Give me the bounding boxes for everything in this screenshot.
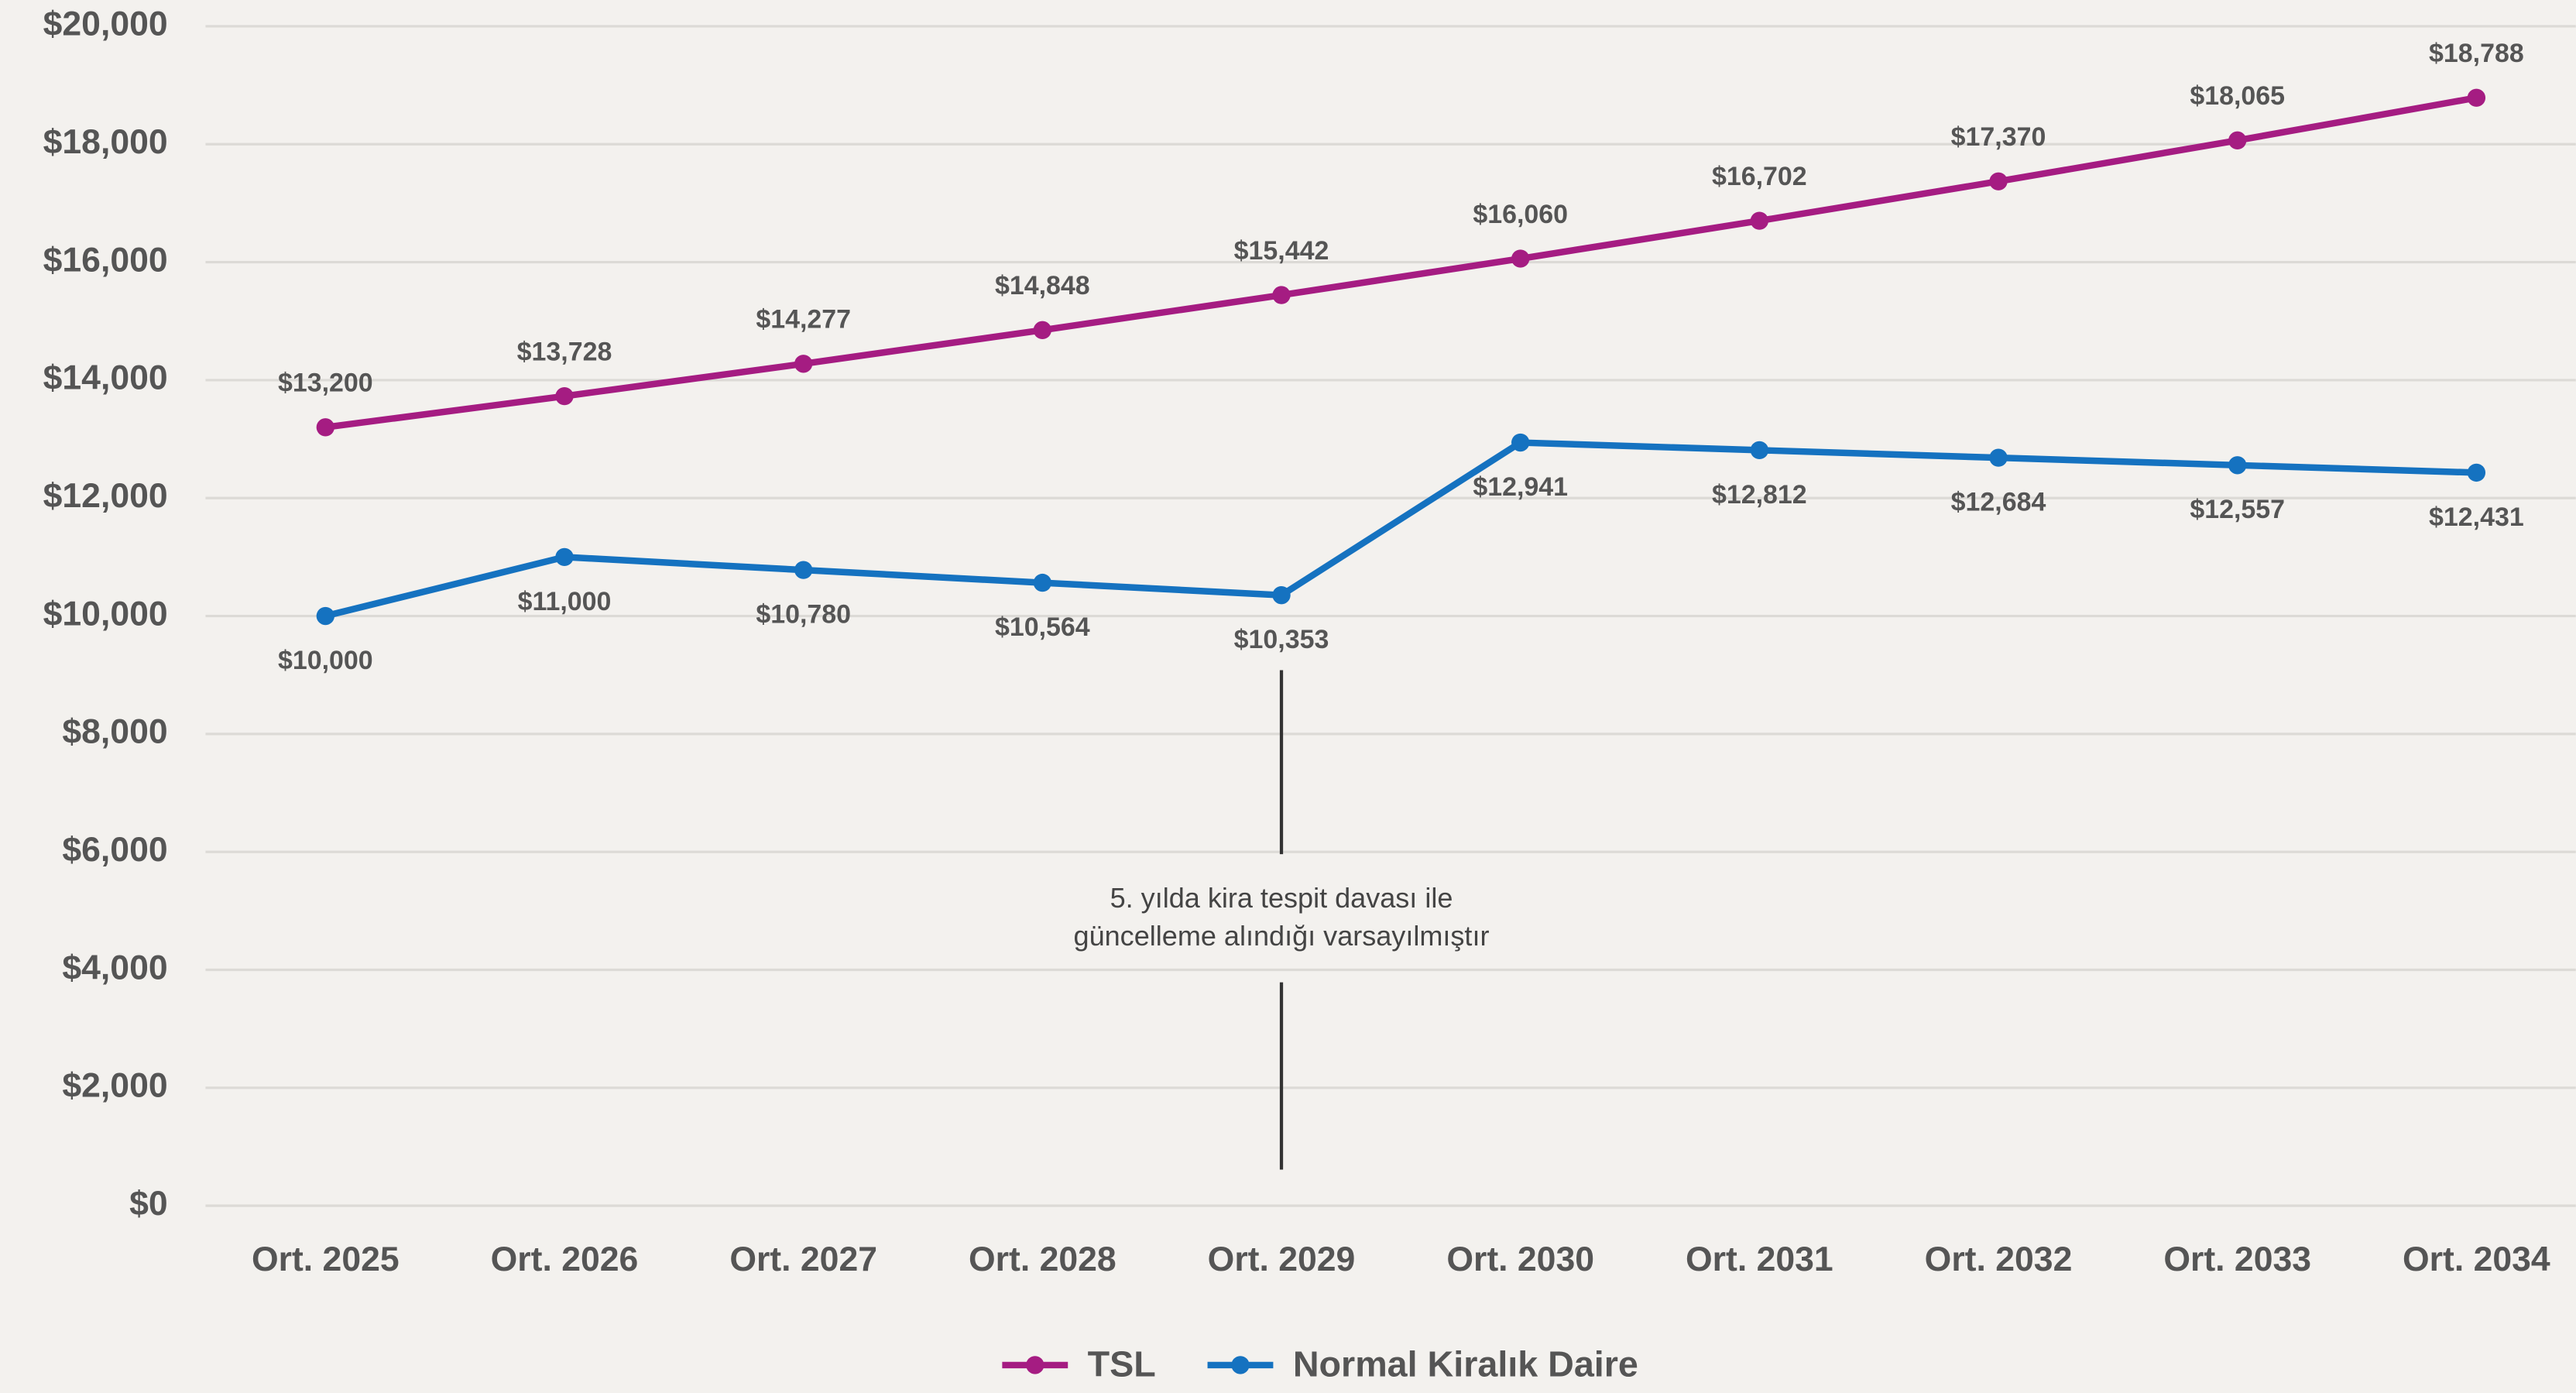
data-label: $17,370	[1951, 122, 2046, 152]
x-tick-label: Ort. 2028	[969, 1240, 1116, 1278]
point	[1750, 441, 1769, 460]
x-tick-label: Ort. 2029	[1208, 1240, 1356, 1278]
data-label: $15,442	[1234, 236, 1329, 266]
legend-label: TSL	[1088, 1343, 1156, 1384]
point	[1750, 211, 1769, 230]
x-tick-label: Ort. 2027	[729, 1240, 877, 1278]
data-label: $13,200	[278, 369, 373, 398]
point	[1511, 249, 1530, 268]
y-tick-label: $8,000	[62, 713, 167, 751]
point	[1033, 321, 1052, 339]
y-tick-label: $12,000	[43, 477, 168, 515]
y-tick-label: $2,000	[62, 1067, 167, 1105]
data-label: $10,780	[756, 600, 851, 630]
y-tick-label: $6,000	[62, 831, 167, 869]
data-label: $14,848	[995, 271, 1090, 300]
point	[794, 355, 813, 373]
data-label: $12,684	[1951, 488, 2046, 517]
legend-label: Normal Kiralık Daire	[1293, 1343, 1638, 1384]
data-label: $10,564	[995, 612, 1090, 642]
point	[316, 606, 334, 626]
point	[555, 386, 574, 406]
data-label: $14,277	[756, 305, 851, 335]
y-tick-label: $20,000	[43, 5, 168, 43]
series-line	[324, 94, 2478, 431]
x-tick-label: Ort. 2030	[1446, 1240, 1594, 1278]
y-tick-label: $4,000	[62, 949, 167, 986]
x-tick-label: Ort. 2033	[2163, 1240, 2311, 1278]
point	[2467, 88, 2486, 107]
legend-marker	[1026, 1356, 1044, 1374]
data-label: $12,941	[1473, 472, 1568, 502]
y-tick-label: $18,000	[43, 123, 168, 161]
y-tick-label: $0	[129, 1185, 168, 1223]
data-label: $12,431	[2429, 503, 2524, 532]
point	[1272, 585, 1291, 605]
point	[2467, 463, 2486, 482]
data-label: $10,353	[1234, 625, 1329, 654]
point	[1033, 573, 1052, 592]
y-tick-label: $10,000	[43, 595, 168, 633]
x-tick-label: Ort. 2025	[252, 1240, 400, 1278]
legend-marker	[1231, 1356, 1250, 1374]
data-label: $12,557	[2190, 495, 2285, 524]
point	[2228, 131, 2247, 149]
point	[1989, 172, 2008, 190]
data-label: $18,065	[2190, 81, 2285, 111]
point	[555, 547, 574, 567]
data-label: $13,728	[517, 337, 612, 366]
y-tick-label: $16,000	[43, 241, 168, 279]
data-label: $10,000	[278, 646, 373, 675]
data-label: $11,000	[518, 587, 612, 616]
data-label: $16,702	[1712, 162, 1807, 191]
x-tick-label: Ort. 2026	[491, 1240, 639, 1278]
point	[316, 418, 334, 437]
y-tick-label: $14,000	[43, 359, 168, 397]
annotation: 5. yılda kira tespit davası ile	[1110, 882, 1453, 914]
x-tick-label: Ort. 2034	[2403, 1240, 2550, 1278]
x-tick-label: Ort. 2031	[1686, 1240, 1833, 1278]
point	[794, 561, 813, 579]
point	[1511, 433, 1530, 452]
annotation: güncelleme alındığı varsayılmıştır	[1074, 920, 1490, 952]
point	[1272, 286, 1291, 304]
series-line	[324, 439, 2477, 619]
x-tick-label: Ort. 2032	[1925, 1240, 2073, 1278]
data-label: $12,812	[1712, 480, 1807, 510]
point	[2228, 456, 2247, 475]
data-label: $16,060	[1473, 200, 1568, 229]
point	[1989, 448, 2008, 467]
data-label: $18,788	[2429, 39, 2524, 68]
